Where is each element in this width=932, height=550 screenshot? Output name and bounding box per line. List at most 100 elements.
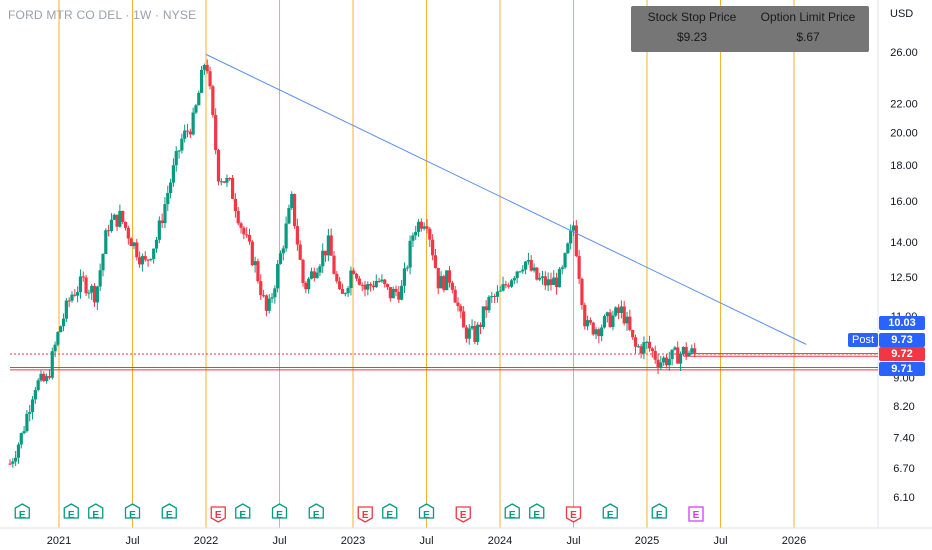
candle-body	[439, 276, 443, 289]
earnings-event-icon[interactable]: E	[565, 506, 582, 523]
candle-body	[95, 286, 99, 303]
earnings-event-icon[interactable]: E	[235, 503, 251, 521]
candle-body	[132, 242, 136, 246]
earnings-event-icon[interactable]: E	[210, 506, 226, 523]
candle-body	[591, 322, 595, 335]
candle-body	[588, 320, 593, 323]
candle-body	[625, 316, 629, 324]
candle-body	[628, 316, 632, 330]
earnings-event-icon[interactable]: E	[124, 503, 141, 521]
candle-body	[352, 270, 356, 274]
candle-body	[245, 234, 249, 236]
earnings-event-icon[interactable]: E	[602, 503, 618, 521]
candle-body	[549, 279, 553, 285]
candle-body	[639, 346, 643, 354]
candle-body	[154, 239, 159, 249]
earnings-event-icon[interactable]: E	[357, 506, 373, 523]
candle-body	[690, 348, 694, 353]
earnings-event-icon[interactable]: E	[271, 503, 288, 521]
candle-body	[343, 293, 347, 295]
candle-body	[185, 130, 190, 132]
earnings-event-icon[interactable]: E	[161, 503, 177, 521]
candle-body	[645, 341, 649, 343]
candle-body	[546, 279, 550, 286]
candle-body	[600, 327, 604, 337]
candle-body	[276, 264, 280, 289]
candle-body	[369, 284, 373, 286]
candle-body	[261, 295, 266, 297]
candle-body	[470, 326, 474, 329]
candle-body	[467, 328, 471, 339]
candle-body	[318, 266, 322, 273]
candle-body	[681, 346, 685, 354]
candle-body	[476, 324, 480, 342]
svg-text:E: E	[276, 510, 283, 521]
earnings-event-icon[interactable]: E	[14, 503, 30, 521]
candle-body	[464, 327, 469, 339]
candle-body	[146, 259, 150, 261]
svg-text:E: E	[509, 510, 516, 521]
candle-body	[340, 288, 345, 294]
candle-body	[411, 235, 415, 241]
candle-body	[188, 131, 192, 135]
candle-body	[59, 326, 63, 333]
earnings-event-icon[interactable]: E	[651, 503, 667, 521]
candle-body	[304, 282, 308, 290]
candle-body	[349, 270, 353, 289]
earnings-event-icon[interactable]: E	[63, 503, 79, 521]
candle-body	[47, 376, 52, 378]
candle-body	[174, 151, 178, 166]
candle-body	[346, 288, 350, 294]
option-price-column: Option Limit Price $.67	[749, 10, 867, 44]
candle-body	[160, 220, 164, 224]
earnings-event-icon[interactable]: E	[688, 506, 704, 522]
candle-body	[205, 65, 209, 72]
candle-body	[433, 255, 438, 268]
candle-body	[242, 227, 246, 235]
candle-body	[504, 284, 508, 286]
candle-body	[56, 332, 60, 345]
candle-body	[633, 337, 638, 347]
earnings-event-icon[interactable]: E	[418, 503, 435, 521]
candle-body	[163, 204, 167, 224]
candle-body	[118, 210, 122, 227]
candle-body	[76, 292, 80, 296]
candle-body	[315, 272, 319, 279]
candle-body	[636, 346, 640, 348]
earnings-event-icon[interactable]: E	[504, 503, 520, 521]
candle-body	[687, 352, 691, 356]
earnings-event-icon[interactable]: E	[88, 503, 104, 521]
earnings-event-icon[interactable]: E	[529, 503, 545, 521]
candle-body	[45, 376, 49, 382]
candle-body	[247, 234, 252, 242]
candle-body	[191, 112, 195, 135]
candle-body	[380, 279, 384, 282]
candle-body	[425, 226, 429, 229]
candle-body	[509, 280, 514, 287]
candle-body	[202, 65, 207, 70]
candle-body	[383, 279, 387, 285]
candle-body	[538, 277, 542, 280]
candle-body	[493, 296, 497, 298]
candle-body	[236, 211, 240, 224]
candle-body	[512, 278, 516, 281]
candle-body	[363, 284, 367, 290]
candle-body	[354, 273, 359, 279]
candle-body	[585, 320, 590, 327]
candle-body	[273, 288, 277, 298]
candle-body	[323, 250, 328, 256]
currency-label[interactable]: USD	[890, 8, 914, 20]
earnings-event-icon[interactable]: E	[382, 503, 398, 521]
candle-body	[388, 287, 392, 299]
candle-body	[298, 244, 302, 260]
earnings-event-icon[interactable]: E	[455, 506, 471, 523]
candle-body	[166, 193, 170, 205]
candle-body	[366, 284, 370, 290]
candle-body	[594, 329, 598, 335]
candle-body	[121, 210, 125, 222]
candle-body	[208, 71, 212, 87]
candle-body	[290, 193, 294, 208]
earnings-event-icon[interactable]: E	[308, 503, 324, 521]
candle-body	[168, 182, 173, 194]
